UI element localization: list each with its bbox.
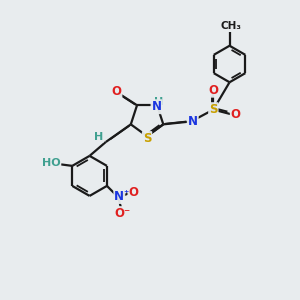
Text: S: S [209, 103, 218, 116]
Text: N: N [152, 100, 161, 113]
Text: O: O [231, 108, 241, 121]
Text: HO: HO [42, 158, 60, 168]
Text: O: O [208, 84, 218, 97]
Text: N: N [114, 190, 124, 203]
Text: O: O [111, 85, 122, 98]
Text: O: O [128, 187, 138, 200]
Text: +: + [123, 189, 128, 194]
Text: N: N [188, 115, 198, 128]
Text: O⁻: O⁻ [114, 207, 130, 220]
Text: H: H [154, 97, 163, 107]
Text: S: S [143, 132, 151, 145]
Text: H: H [94, 132, 103, 142]
Text: CH₃: CH₃ [220, 21, 242, 31]
